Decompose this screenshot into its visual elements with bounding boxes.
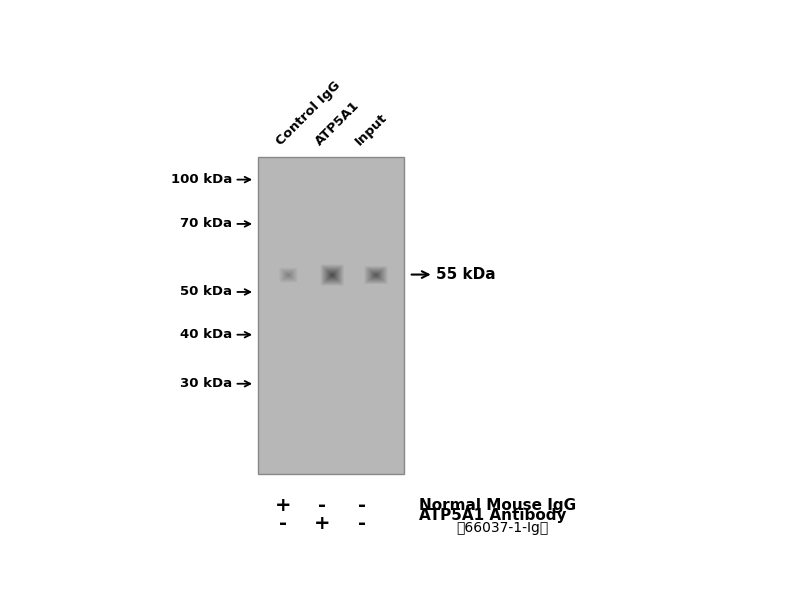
Text: Input: Input [353, 111, 390, 148]
Text: 55 kDa: 55 kDa [436, 267, 496, 282]
Text: 30 kDa: 30 kDa [180, 377, 232, 390]
Text: -: - [358, 514, 366, 533]
Text: -: - [318, 496, 326, 515]
Text: ATP5A1: ATP5A1 [313, 99, 362, 148]
Text: 40 kDa: 40 kDa [180, 328, 232, 341]
Text: Control IgG: Control IgG [274, 79, 343, 148]
Text: -: - [279, 514, 287, 533]
Text: 100 kDa: 100 kDa [171, 173, 232, 186]
Text: 70 kDa: 70 kDa [180, 217, 232, 230]
Text: ATP5A1 Antibody: ATP5A1 Antibody [419, 508, 566, 523]
Text: +: + [274, 496, 291, 515]
Text: 50 kDa: 50 kDa [180, 286, 232, 298]
Text: +: + [314, 514, 330, 533]
Bar [258, 157, 404, 474]
Text: Normal Mouse IgG: Normal Mouse IgG [419, 498, 577, 513]
Text: （66037-1-Ig）: （66037-1-Ig） [457, 521, 549, 535]
Text: WWW.PTGLAB.COM: WWW.PTGLAB.COM [294, 266, 303, 365]
Text: -: - [358, 496, 366, 515]
